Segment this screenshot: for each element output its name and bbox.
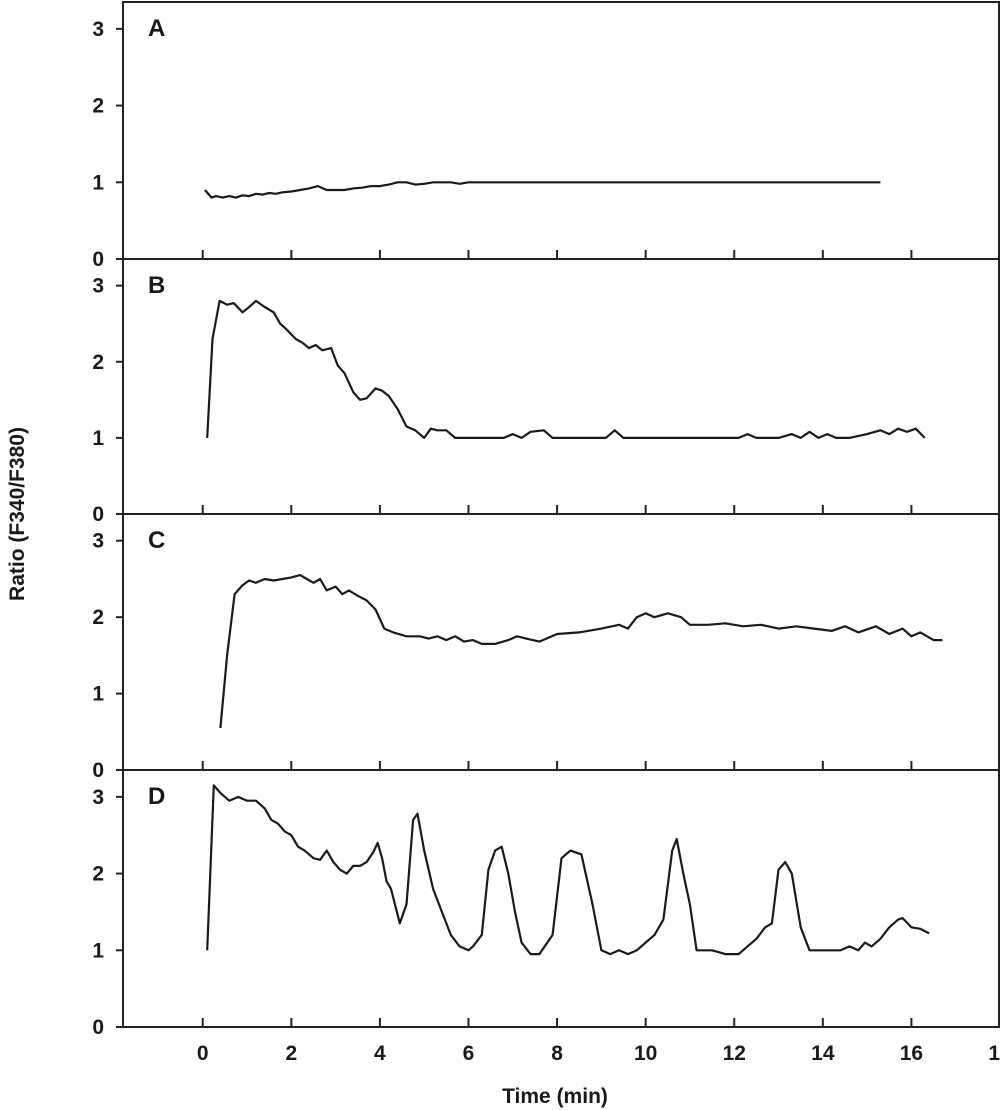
- panel-b-y-tick-label-3: 3: [92, 275, 104, 298]
- panels: A 0 1 2 3 B 0 1 2 3 C 0 1 2 3 D 0 1 2 3: [92, 1, 1000, 1039]
- panel-c-label: C: [148, 527, 165, 554]
- panel-a-y-tick-label-1: 1: [92, 171, 104, 194]
- panel-b: B 0 1 2 3: [92, 258, 1000, 526]
- panel-d: D 0 1 2 3: [92, 769, 1000, 1039]
- panel-a-trace: [204, 181, 881, 199]
- x-tick-label-16: 16: [900, 1042, 923, 1065]
- panel-c-y-tick-label-3: 3: [92, 530, 104, 553]
- x-tick-label-4: 4: [374, 1042, 386, 1065]
- panel-b-y-tick-label-0: 0: [92, 503, 104, 526]
- x-tick-label-10: 10: [634, 1042, 657, 1065]
- panel-a-y-tick-label-0: 0: [92, 248, 104, 271]
- x-axis: 0 2 4 6 8 10 12 14 16 18: [197, 1042, 1000, 1065]
- panel-b-frame: [122, 258, 1000, 515]
- panel-a-legend-box: [904, 26, 949, 58]
- x-tick-label-2: 2: [285, 1042, 297, 1065]
- panel-c-y-tick-label-0: 0: [92, 759, 104, 782]
- panel-c-frame: [122, 513, 1000, 771]
- panel-a-label: A: [148, 15, 165, 42]
- y-axis-title: Ratio (F340/F380): [6, 427, 29, 601]
- panel-b-trace: [206, 299, 926, 439]
- panel-a-y-tick-label-2: 2: [92, 95, 104, 118]
- x-tick-label-6: 6: [463, 1042, 475, 1065]
- panel-b-y-tick-label-1: 1: [92, 427, 104, 450]
- panel-c-y-tick-label-2: 2: [92, 606, 104, 629]
- x-axis-title: Time (min): [502, 1085, 608, 1108]
- panel-c-trace: [219, 574, 943, 729]
- panel-a-y-tick-label-3: 3: [92, 18, 104, 41]
- panel-c: C 0 1 2 3: [92, 513, 1000, 782]
- x-tick-label-0: 0: [197, 1042, 209, 1065]
- panel-c-y-tick-label-1: 1: [92, 683, 104, 706]
- panel-d-y-tick-label-1: 1: [92, 939, 104, 962]
- panel-d-label: D: [148, 783, 165, 810]
- panel-d-legend-box: [904, 794, 949, 826]
- panel-a-frame: [122, 1, 1000, 260]
- panel-a: A 0 1 2 3: [92, 1, 1000, 271]
- panel-d-frame: [122, 769, 1000, 1028]
- panel-b-legend-box: [904, 283, 949, 315]
- panel-b-label: B: [148, 272, 165, 299]
- panel-d-y-tick-label-2: 2: [92, 863, 104, 886]
- panel-d-y-tick-label-0: 0: [92, 1016, 104, 1039]
- panel-c-legend-box: [904, 538, 949, 570]
- x-tick-label-12: 12: [723, 1042, 746, 1065]
- panel-d-y-tick-label-3: 3: [92, 786, 104, 809]
- x-tick-label-18: 18: [988, 1042, 1000, 1065]
- panel-b-y-tick-label-2: 2: [92, 351, 104, 374]
- panel-d-trace: [206, 784, 930, 956]
- x-tick-label-8: 8: [551, 1042, 563, 1065]
- x-tick-label-14: 14: [811, 1042, 835, 1065]
